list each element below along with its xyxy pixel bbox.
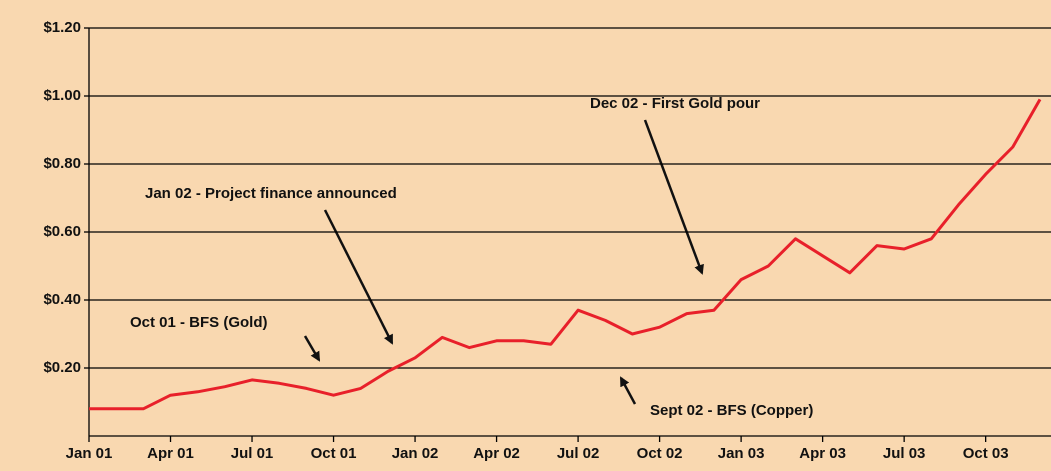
annotation-arrow [643,119,704,275]
annotation-arrow [619,376,637,405]
x-tick-label: Oct 03 [963,445,1009,462]
y-tick-label: $1.00 [43,87,81,104]
y-tick-label: $0.60 [43,223,81,240]
annotation: Oct 01 - BFS (Gold) [130,314,268,331]
x-tick-label: Jan 02 [392,445,439,462]
annotation-arrow [303,335,321,362]
y-tick-label: $0.80 [43,155,81,172]
y-tick-label: $1.20 [43,19,81,36]
x-tick-label: Jul 01 [231,445,274,462]
x-tick-label: Apr 02 [473,445,520,462]
annotation: Dec 02 - First Gold pour [590,95,760,112]
x-tick-label: Apr 01 [147,445,194,462]
annotation: Sept 02 - BFS (Copper) [650,402,813,419]
y-tick-label: $0.40 [43,291,81,308]
annotation: Jan 02 - Project finance announced [145,185,397,202]
x-tick-label: Oct 01 [311,445,357,462]
price-line [89,98,1042,411]
x-tick-label: Jan 01 [66,445,113,462]
x-tick-label: Jul 02 [557,445,600,462]
y-tick-label: $0.20 [43,359,81,376]
x-tick-label: Oct 02 [637,445,683,462]
x-tick-label: Apr 03 [799,445,846,462]
x-tick-label: Jan 03 [718,445,765,462]
x-tick-label: Jul 03 [883,445,926,462]
